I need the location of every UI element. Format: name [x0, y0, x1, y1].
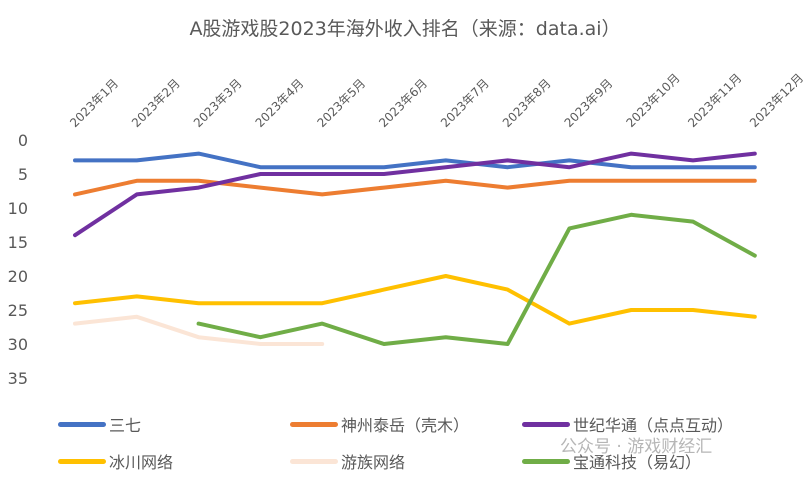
x-tick-label: 2023年5月 [314, 76, 368, 130]
y-tick-label: 0 [18, 131, 28, 150]
y-tick-label: 30 [8, 335, 28, 354]
legend-item: 三七 [58, 412, 141, 436]
y-tick-label: 15 [8, 233, 28, 252]
y-tick-label: 25 [8, 301, 28, 320]
legend-label: 宝通科技（易幻） [573, 453, 702, 472]
y-tick-label: 20 [8, 267, 28, 286]
legend-label: 世纪华通（点点互动） [573, 416, 734, 435]
series-line-1 [73, 178, 757, 197]
x-tick-label: 2023年1月 [67, 76, 121, 130]
x-tick-label: 2023年12月 [747, 71, 806, 130]
legend-item: 神州泰岳（壳木） [290, 412, 469, 436]
x-tick-label: 2023年9月 [562, 76, 616, 130]
legend-item: 宝通科技（易幻） [522, 449, 701, 473]
x-tick-label: 2023年2月 [129, 76, 183, 130]
legend-swatch [290, 458, 338, 464]
x-tick-label: 2023年6月 [376, 76, 430, 130]
x-tick-label: 2023年8月 [500, 76, 554, 130]
chart-title: A股游戏股2023年海外收入排名（来源：data.ai） [189, 18, 621, 40]
legend-label: 冰川网络 [109, 453, 174, 472]
legend-swatch [58, 458, 106, 464]
legend-swatch [290, 421, 338, 427]
legend-item: 游族网络 [290, 449, 405, 473]
legend-swatch [522, 421, 570, 427]
x-tick-label: 2023年7月 [438, 76, 492, 130]
x-tick-label: 2023年4月 [253, 76, 307, 130]
y-tick-label: 35 [8, 369, 28, 388]
legend-label: 三七 [109, 416, 142, 435]
series-line-4 [73, 314, 325, 346]
watermark: 公众号 · 游戏财经汇 [560, 437, 713, 457]
legend-swatch [58, 421, 106, 427]
y-tick-label: 10 [8, 199, 28, 218]
legend-item: 冰川网络 [58, 449, 173, 473]
legend-label: 游族网络 [341, 453, 406, 472]
legend-label: 神州泰岳（壳木） [341, 416, 470, 435]
legend-item: 世纪华通（点点互动） [522, 412, 733, 436]
series-line-5 [196, 212, 757, 346]
y-tick-label: 5 [18, 165, 28, 184]
series-line-3 [73, 274, 757, 326]
x-tick-label: 2023年10月 [623, 71, 682, 130]
x-tick-label: 2023年11月 [685, 71, 744, 130]
x-tick-label: 2023年3月 [191, 76, 245, 130]
legend-swatch [522, 458, 570, 464]
series-line-2 [73, 151, 757, 238]
series-line-0 [73, 151, 757, 170]
